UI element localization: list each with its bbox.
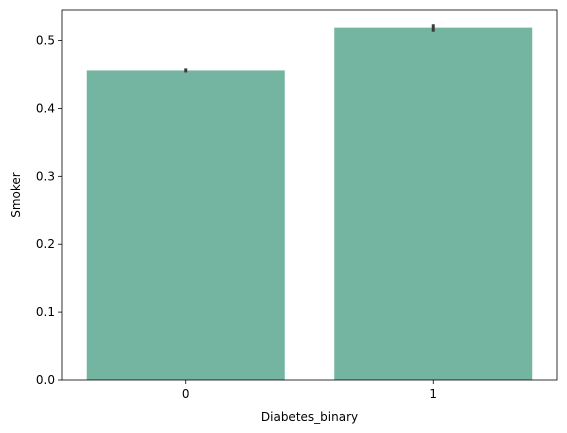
y-tick-label: 0.2	[36, 237, 55, 251]
x-tick-label: 0	[182, 387, 190, 401]
y-tick-label: 0.1	[36, 305, 55, 319]
bar-0	[86, 70, 285, 380]
plot-frame	[61, 9, 558, 381]
error-bars-layer	[184, 24, 435, 73]
x-axis-label: Diabetes_binary	[261, 410, 358, 424]
y-axis: 0.0 0.1 0.2 0.3 0.4 0.5	[36, 34, 62, 387]
x-tick-label: 1	[429, 387, 437, 401]
bar-1	[334, 27, 533, 381]
y-tick-label: 0.3	[36, 169, 55, 183]
y-tick-label: 0.5	[36, 34, 55, 48]
y-axis-label: Smoker	[9, 172, 23, 218]
y-tick-label: 0.0	[36, 373, 55, 387]
bars-layer	[86, 27, 533, 381]
y-tick-label: 0.4	[36, 101, 55, 115]
